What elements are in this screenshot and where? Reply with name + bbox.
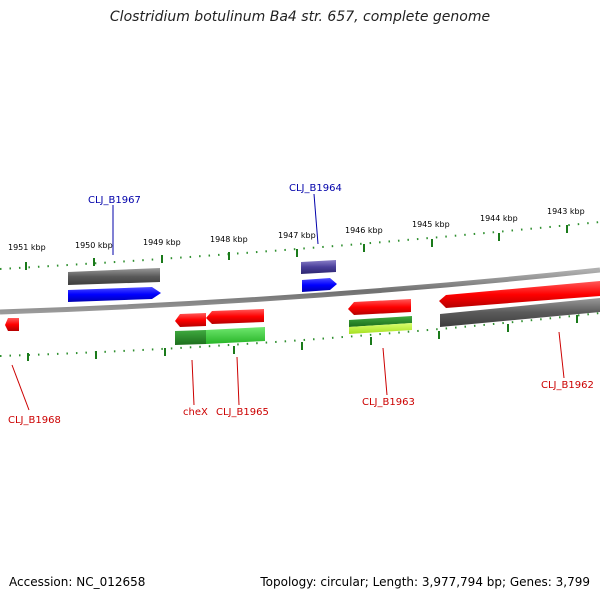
cds-feature [68, 268, 160, 285]
scale-label: 1950 kbp [75, 241, 113, 250]
scale-label: 1948 kbp [210, 235, 248, 244]
reverse-gene-arrow [206, 309, 264, 324]
cds-feature [175, 330, 206, 345]
genome-backbone [0, 267, 600, 315]
scale-label: 1943 kbp [547, 207, 585, 216]
reverse-gene-arrow [348, 299, 411, 315]
gene-label-chex: cheX [183, 407, 208, 418]
scale-label: 1944 kbp [480, 214, 518, 223]
upper-major-ticks [25, 225, 568, 270]
label-pointer-line [558, 331, 565, 379]
topology-text: Topology: circular; Length: 3,977,794 bp… [260, 575, 590, 589]
forward-gene-arrow [302, 278, 337, 292]
gene-label-clj-b1963: CLJ_B1963 [362, 397, 415, 408]
cds-feature [301, 260, 336, 274]
scale-label: 1949 kbp [143, 238, 181, 247]
accession-text: Accession: NC_012658 [9, 575, 146, 589]
map-title: Clostridium botulinum Ba4 str. 657, comp… [109, 9, 491, 25]
lower-major-ticks [27, 315, 578, 361]
label-pointer-line [191, 359, 195, 406]
label-pointer-line [313, 193, 319, 245]
reverse-gene-arrow [5, 318, 19, 331]
cds-feature [206, 327, 265, 344]
gene-label-clj-b1968: CLJ_B1968 [8, 415, 61, 426]
scale-label: 1945 kbp [412, 220, 450, 229]
label-pointer-line [236, 356, 240, 406]
reverse-gene-arrow [175, 313, 206, 327]
scale-labels: 1951 kbp 1950 kbp 1949 kbp 1948 kbp 1947… [8, 207, 585, 252]
cds-feature [349, 323, 412, 334]
reverse-gene-arrow [439, 281, 600, 308]
scale-label: 1947 kbp [278, 231, 316, 240]
gene-label-clj-b1967: CLJ_B1967 [88, 195, 141, 206]
cds-feature [440, 298, 600, 327]
label-pointer-line [382, 347, 388, 396]
label-pointer-line [11, 364, 30, 411]
gene-label-clj-b1964: CLJ_B1964 [289, 183, 342, 194]
gene-label-clj-b1965: CLJ_B1965 [216, 407, 269, 418]
forward-gene-arrow [68, 287, 161, 302]
scale-label: 1946 kbp [345, 226, 383, 235]
cds-feature [349, 316, 412, 327]
scale-label: 1951 kbp [8, 243, 46, 252]
gene-label-clj-b1962: CLJ_B1962 [541, 380, 594, 391]
